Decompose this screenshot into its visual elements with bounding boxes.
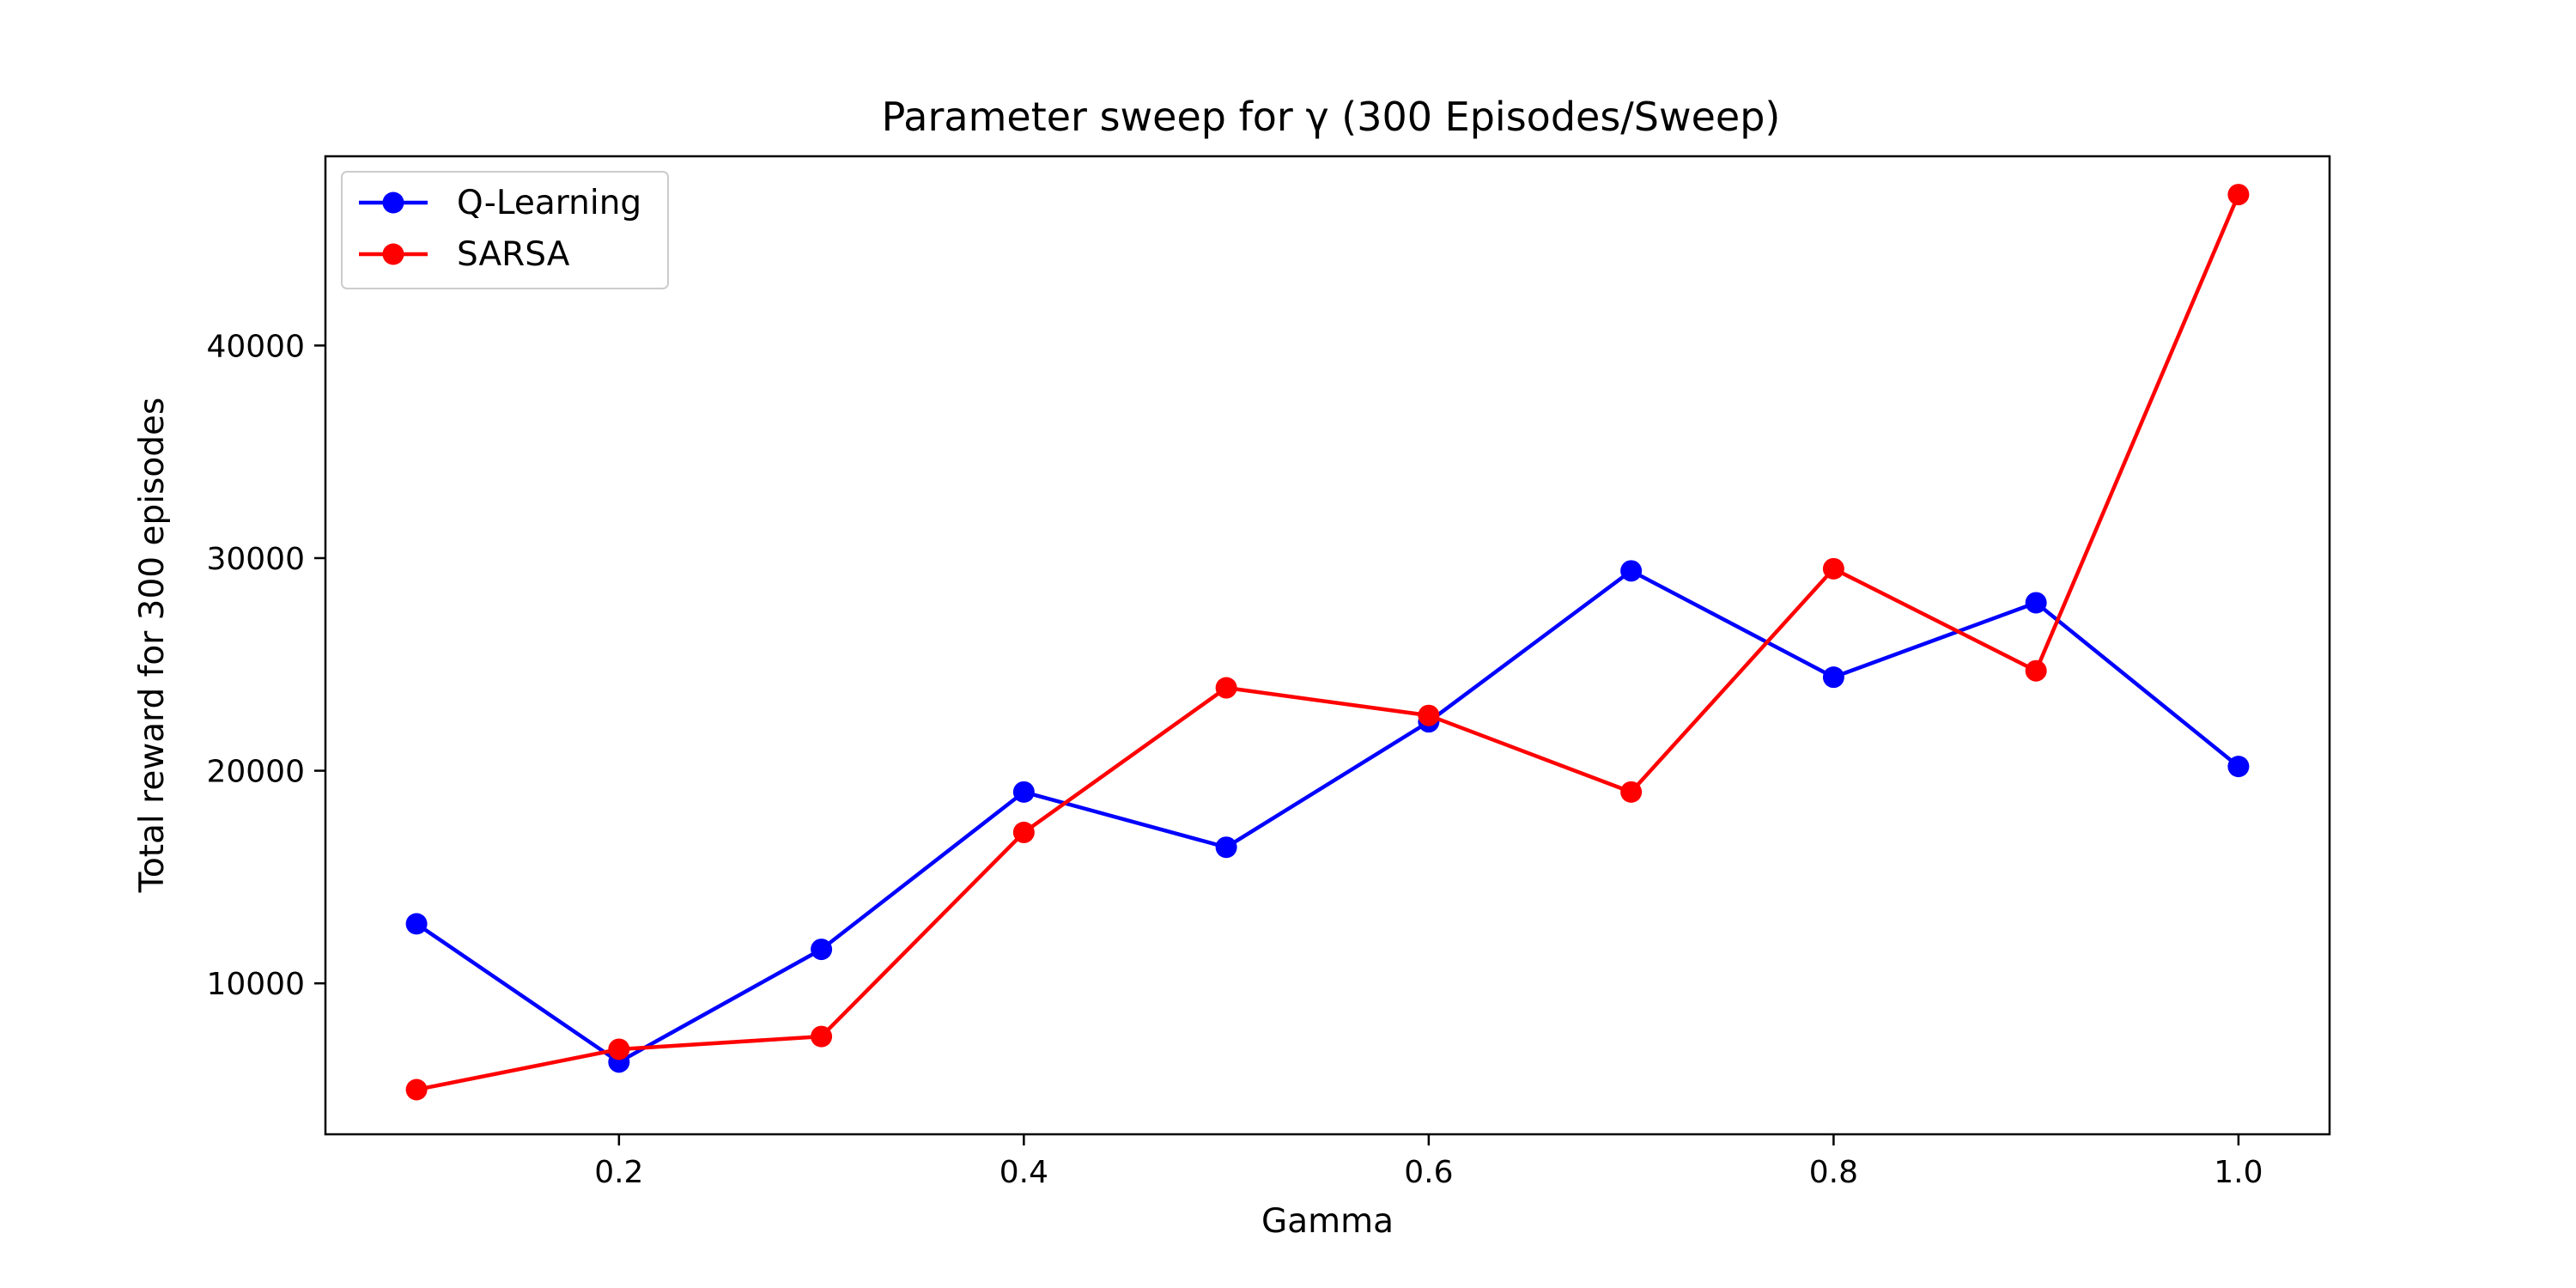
legend-label-sarsa: SARSA [457, 235, 570, 274]
data-point-sarsa [2025, 659, 2047, 682]
data-point-sarsa [608, 1038, 630, 1060]
x-tick-label: 1.0 [2214, 1155, 2263, 1190]
legend-marker-sarsa [382, 243, 404, 265]
data-point-sarsa [1215, 677, 1237, 699]
data-point-sarsa [1012, 821, 1035, 843]
data-point-q-learning [811, 939, 833, 961]
data-point-q-learning [1215, 836, 1237, 859]
y-axis-label: Total reward for 300 episodes [133, 398, 172, 894]
y-tick-label: 40000 [206, 329, 305, 364]
data-point-q-learning [2227, 756, 2250, 778]
chart-title: Parameter sweep for γ (300 Episodes/Swee… [882, 94, 1781, 140]
y-axis-ticks: 10000 20000 30000 40000 [206, 329, 325, 1002]
x-tick-label: 0.6 [1404, 1155, 1453, 1190]
data-point-sarsa [1620, 781, 1643, 803]
data-point-q-learning [405, 913, 428, 935]
data-point-sarsa [1418, 704, 1440, 726]
data-point-q-learning [1822, 666, 1844, 689]
plot-frame [324, 155, 2331, 1136]
legend-marker-q-learning [382, 191, 404, 214]
x-axis-label: Gamma [1261, 1202, 1394, 1241]
legend: Q-Learning SARSA [341, 171, 669, 289]
x-axis-ticks: 0.2 0.4 0.6 0.8 1.0 [594, 1134, 2263, 1190]
data-point-q-learning [1012, 781, 1035, 803]
data-point-q-learning [1620, 560, 1643, 582]
data-point-q-learning [2025, 592, 2047, 614]
legend-label-q-learning: Q-Learning [457, 184, 641, 222]
y-tick-label: 20000 [206, 755, 305, 790]
data-point-sarsa [405, 1078, 428, 1101]
series-line-q-learning [415, 568, 2240, 1065]
data-point-sarsa [1822, 557, 1844, 580]
x-tick-label: 0.8 [1809, 1155, 1858, 1190]
x-tick-label: 0.4 [999, 1155, 1048, 1190]
data-point-sarsa [2227, 184, 2250, 206]
y-tick-label: 30000 [206, 542, 305, 577]
data-point-sarsa [811, 1025, 833, 1048]
series-line-sarsa [416, 193, 2240, 1092]
x-tick-label: 0.2 [594, 1155, 643, 1190]
series-layer [405, 184, 2250, 1101]
y-tick-label: 10000 [206, 967, 305, 1002]
